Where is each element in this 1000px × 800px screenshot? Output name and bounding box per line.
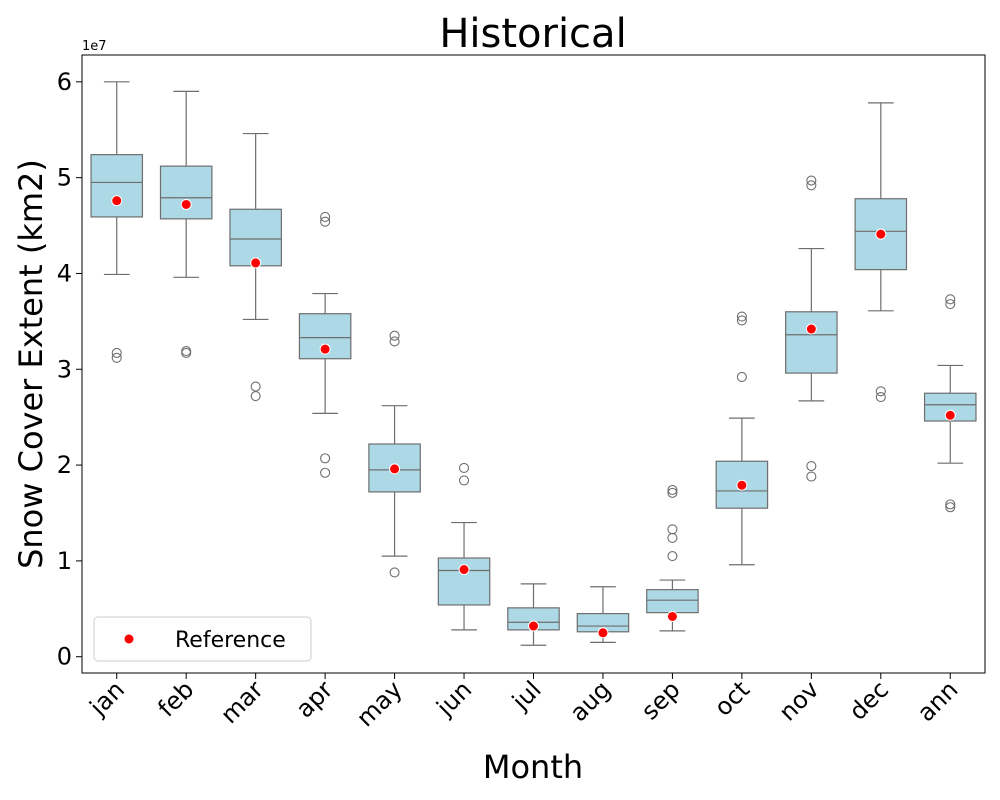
y-tick-label: 2 <box>57 451 72 479</box>
y-tick-label: 0 <box>57 643 72 671</box>
outlier-point <box>389 330 400 341</box>
box-jun <box>437 462 491 631</box>
outlier-point <box>250 381 261 392</box>
outlier-point <box>667 484 678 496</box>
box-ann <box>923 294 977 513</box>
legend: Reference <box>93 616 312 662</box>
box-jan <box>90 81 144 363</box>
x-tick-label: ann <box>912 675 964 727</box>
outlier-point <box>320 211 331 222</box>
box-jul <box>507 583 560 646</box>
outlier-point <box>320 216 331 227</box>
outlier-point <box>875 386 886 397</box>
y-axis-label: Snow Cover Extent (km2) <box>12 159 50 569</box>
x-tick-label: feb <box>152 675 199 722</box>
x-tick-label: jul <box>506 675 547 716</box>
outlier-point <box>945 499 956 510</box>
box-oct <box>715 311 769 566</box>
plot-area <box>81 54 986 674</box>
box-nov <box>785 175 838 482</box>
y-tick-label: 6 <box>57 68 72 96</box>
x-tick-label: jun <box>431 675 478 722</box>
outlier-point <box>806 460 817 472</box>
box-sep <box>646 484 699 632</box>
outlier-point <box>806 175 817 186</box>
box-aug <box>576 586 630 643</box>
reference-point <box>597 627 609 639</box>
outlier-point <box>458 475 470 486</box>
iqr-box <box>90 154 144 218</box>
reference-point <box>666 610 678 622</box>
iqr-box <box>646 589 699 614</box>
x-tick-label: oct <box>709 675 755 721</box>
outlier-point <box>945 299 956 310</box>
box-mar <box>229 132 282 402</box>
x-tick-label: jan <box>84 675 130 721</box>
x-tick-label: nov <box>774 675 825 726</box>
outlier-point <box>181 347 192 359</box>
outlier-point <box>736 311 747 322</box>
legend-reference-marker <box>123 633 135 645</box>
y-tick-label: 5 <box>57 164 72 192</box>
y-axis-multiplier: 1e7 <box>82 39 107 54</box>
reference-point <box>250 257 262 269</box>
reference-point <box>944 409 956 421</box>
outlier-point <box>667 532 678 543</box>
box-apr <box>298 211 352 478</box>
y-tick-label: 3 <box>57 355 72 383</box>
reference-point <box>111 195 123 207</box>
legend-frame <box>93 616 312 662</box>
outlier-point <box>458 462 470 474</box>
outlier-point <box>875 392 886 403</box>
box-may <box>368 330 421 578</box>
reference-point <box>319 343 331 355</box>
outlier-point <box>736 315 747 326</box>
boxes <box>90 81 977 646</box>
reference-point <box>736 479 748 491</box>
iqr-box <box>785 311 838 374</box>
outlier-point <box>320 453 331 464</box>
outlier-point <box>806 471 817 482</box>
reference-point <box>528 620 539 632</box>
chart-title: Historical <box>439 11 626 57</box>
reference-point <box>389 463 401 475</box>
x-axis: jan feb mar apr may jun jul aug sep oct nov dec ann <box>84 673 964 732</box>
reference-point <box>875 228 887 240</box>
outlier-point <box>250 391 261 402</box>
outlier-point <box>806 180 817 191</box>
outlier-point <box>111 347 122 359</box>
outlier-point <box>111 352 122 363</box>
iqr-box <box>159 165 213 220</box>
x-tick-label: aug <box>564 675 616 727</box>
reference-point <box>805 323 817 335</box>
x-tick-label: mar <box>215 675 269 729</box>
legend-label: Reference <box>175 628 286 653</box>
outlier-point <box>945 502 956 513</box>
iqr-box <box>229 208 282 267</box>
x-tick-label: apr <box>290 675 338 723</box>
y-tick-label: 1 <box>57 547 72 575</box>
outlier-point <box>667 487 678 498</box>
y-tick-label: 4 <box>57 259 72 287</box>
outlier-point <box>320 467 331 478</box>
y-axis: 0 1 2 3 4 5 6 <box>57 68 82 671</box>
box-feb <box>159 90 213 359</box>
reference-point <box>180 198 192 210</box>
outlier-point <box>667 551 678 562</box>
outlier-point <box>736 371 747 382</box>
x-tick-label: sep <box>636 675 686 725</box>
reference-point <box>458 564 470 576</box>
box-dec <box>854 102 908 403</box>
outlier-point <box>945 294 956 305</box>
outlier-point <box>389 567 400 578</box>
x-axis-label: Month <box>483 748 583 786</box>
x-tick-label: may <box>351 675 408 732</box>
outlier-point <box>389 336 400 347</box>
x-tick-label: dec <box>844 675 894 725</box>
iqr-box <box>854 198 908 271</box>
